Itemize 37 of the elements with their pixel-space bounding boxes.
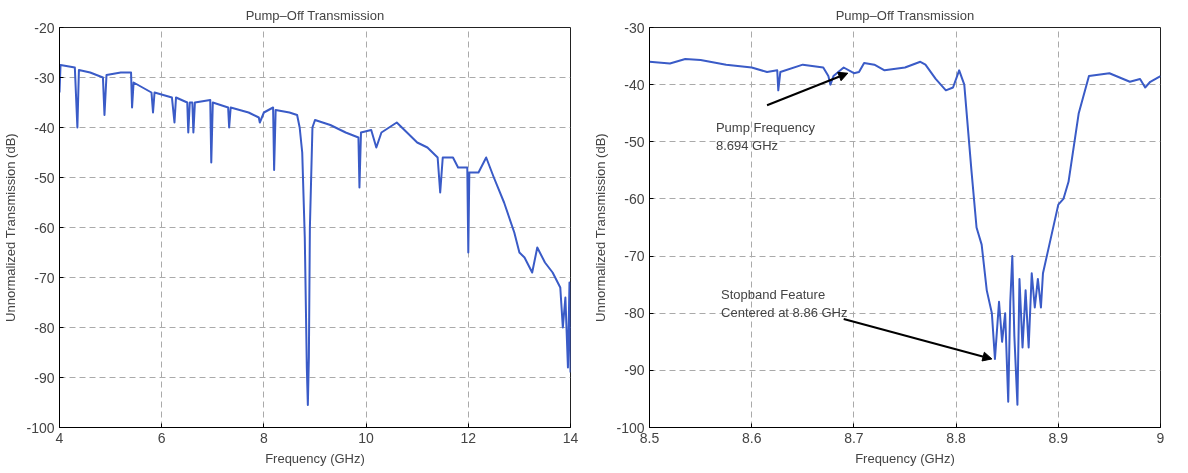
y-axis-title: Unnormalized Transmission (dB) <box>593 133 609 322</box>
x-tick-label: 4 <box>55 429 64 446</box>
x-tick-label: 12 <box>460 429 477 446</box>
x-tick-label: 6 <box>157 429 166 446</box>
chart-title: Pump–Off Transmission <box>835 7 975 23</box>
annotation: Pump Frequency 8.694 GHz <box>715 120 816 154</box>
x-tick-label: 8.7 <box>844 429 864 446</box>
annotation: Stopband Feature Centered at 8.86 GHz <box>721 286 848 320</box>
y-tick-label: -40 <box>34 119 55 136</box>
y-tick-label: -80 <box>34 319 55 336</box>
x-tick-label: 9 <box>1156 429 1165 446</box>
y-tick-label: -30 <box>34 69 55 86</box>
y-tick-label: -80 <box>624 305 645 322</box>
x-tick-label: 8.6 <box>741 429 762 446</box>
y-tick-label: -70 <box>624 248 645 265</box>
y-tick-label: -20 <box>34 19 55 36</box>
chart-title: Pump–Off Transmission <box>245 7 385 23</box>
line-series <box>649 57 1161 406</box>
x-tick-label: 10 <box>358 429 375 446</box>
line-series <box>59 64 571 406</box>
x-tick-label: 14 <box>562 429 579 446</box>
y-tick-label: -50 <box>624 133 645 150</box>
x-tick-label: 8.8 <box>946 429 967 446</box>
x-axis-title: Frequency (GHz) <box>265 450 365 466</box>
x-axis-title: Frequency (GHz) <box>855 450 955 466</box>
y-tick-label: -50 <box>34 169 55 186</box>
y-tick-label: -100 <box>26 419 55 436</box>
y-tick-label: -60 <box>34 219 55 236</box>
y-axis-title: Unnormalized Transmission (dB) <box>3 133 19 322</box>
y-tick-label: -90 <box>624 362 645 379</box>
x-tick-label: 8.9 <box>1048 429 1069 446</box>
y-tick-label: -70 <box>34 269 55 286</box>
x-tick-label: 8 <box>260 429 269 446</box>
y-tick-label: -30 <box>624 19 645 36</box>
y-tick-label: -40 <box>624 76 645 93</box>
y-tick-label: -90 <box>34 369 55 386</box>
y-tick-label: -60 <box>624 190 645 207</box>
